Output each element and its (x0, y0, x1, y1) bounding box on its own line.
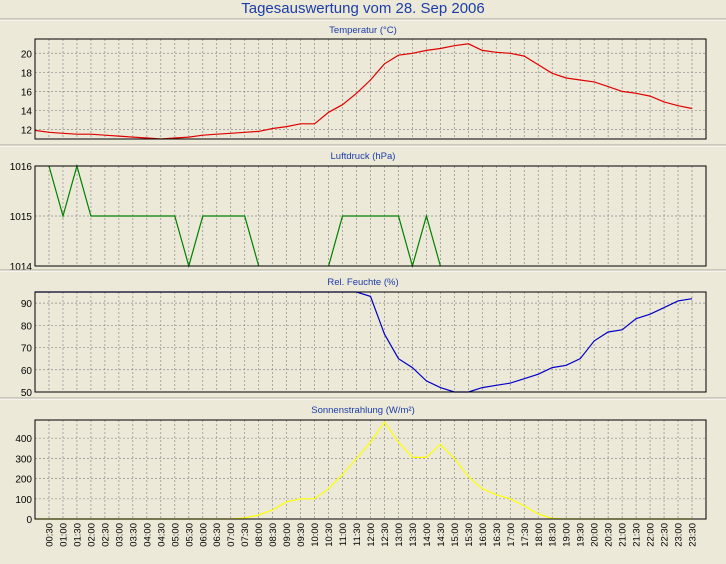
x-tick-label: 20:00 (590, 523, 601, 547)
x-tick-label: 13:30 (408, 523, 419, 547)
x-tick-label: 16:00 (478, 523, 489, 547)
plot-area (34, 38, 707, 140)
chart-panel-1: Temperatur (°C) 12 14 16 18 20 (0, 18, 726, 140)
y-tick-label: 12 (21, 125, 33, 136)
x-tick-label: 06:00 (198, 523, 209, 547)
x-tick-label: 10:30 (324, 523, 335, 547)
x-tick-label: 11:30 (352, 523, 363, 546)
y-tick-label: 1016 (10, 162, 33, 173)
x-tick-label: 19:30 (576, 523, 587, 547)
x-tick-label: 17:00 (506, 523, 517, 547)
x-tick-label: 02:00 (86, 523, 97, 547)
x-tick-label: 04:00 (142, 523, 153, 547)
x-tick-label: 16:30 (492, 523, 503, 547)
x-tick-label: 21:00 (618, 523, 629, 547)
x-tick-label: 08:30 (268, 523, 279, 547)
x-tick-label: 14:00 (422, 523, 433, 547)
y-tick-label: 1014 (10, 262, 33, 273)
series-line (34, 43, 693, 140)
y-tick-label: 100 (15, 495, 32, 506)
y-tick-label: 50 (21, 388, 33, 399)
x-tick-label: 03:00 (114, 523, 125, 547)
x-tick-label: 05:00 (170, 523, 181, 547)
x-tick-label: 00:30 (45, 523, 56, 547)
series-line (328, 213, 441, 269)
x-tick-label: 07:00 (226, 523, 237, 547)
y-tick-label: 14 (21, 106, 33, 117)
x-tick-label: 07:30 (240, 523, 251, 547)
x-tick-label: 23:00 (674, 523, 685, 547)
y-tick-label: 80 (21, 321, 33, 332)
x-tick-label: 08:00 (254, 523, 265, 547)
x-tick-label: 03:30 (128, 523, 139, 547)
y-tick-label: 60 (21, 366, 33, 377)
plot-area (34, 419, 707, 520)
y-tick-label: 70 (21, 344, 33, 355)
x-tick-label: 21:30 (632, 523, 643, 547)
x-tick-label: 09:30 (296, 523, 307, 547)
x-tick-label: 20:30 (604, 523, 615, 547)
x-tick-label: 12:30 (380, 523, 391, 547)
chart-panel-4: Sonnenstrahlung (W/m²) 0 100 200 300 400 (0, 397, 726, 526)
chart-panel-2: Luftdruck (hPa) 1014 1015 1016 (0, 144, 726, 273)
x-tick-label: 11:00 (338, 523, 349, 546)
x-tick-label: 18:00 (534, 523, 545, 547)
plot-area (34, 165, 707, 267)
chart-title: Temperatur (°C) (329, 25, 397, 36)
y-tick-label: 200 (15, 475, 32, 486)
series-line (48, 163, 260, 269)
x-tick-label: 06:30 (212, 523, 223, 547)
x-tick-label: 01:30 (72, 523, 83, 547)
x-tick-label: 05:30 (184, 523, 195, 547)
x-tick-label: 12:00 (366, 523, 377, 547)
y-tick-label: 0 (26, 515, 32, 526)
x-tick-label: 01:00 (59, 523, 70, 547)
x-tick-label: 15:00 (450, 523, 461, 547)
y-tick-label: 20 (21, 49, 33, 60)
x-axis: 00:30 01:00 01:30 02:00 02:30 03:00 03:30 04:00… (45, 523, 699, 547)
x-tick-label: 02:30 (100, 523, 111, 547)
y-tick-label: 400 (15, 434, 32, 445)
x-tick-label: 04:30 (156, 523, 167, 547)
x-tick-label: 22:00 (646, 523, 657, 547)
series-line (35, 420, 692, 520)
x-tick-label: 22:30 (660, 523, 671, 547)
x-tick-label: 14:30 (436, 523, 447, 547)
x-tick-label: 10:00 (310, 523, 321, 547)
x-tick-label: 15:30 (464, 523, 475, 547)
x-tick-label: 19:00 (562, 523, 573, 547)
y-tick-label: 90 (21, 299, 33, 310)
y-tick-label: 16 (21, 87, 33, 98)
chart-title: Rel. Feuchte (%) (327, 277, 398, 288)
x-tick-label: 23:30 (688, 523, 699, 547)
chart-title: Luftdruck (hPa) (331, 151, 396, 162)
x-tick-label: 17:30 (520, 523, 531, 547)
series-line (35, 291, 693, 393)
page-title: Tagesauswertung vom 28. Sep 2006 (241, 0, 485, 17)
y-tick-label: 300 (15, 454, 32, 465)
x-tick-label: 13:00 (394, 523, 405, 547)
chart-title: Sonnenstrahlung (W/m²) (311, 405, 414, 416)
chart-panel-3: Rel. Feuchte (%) 50 60 70 80 90 (0, 269, 726, 399)
x-tick-label: 09:00 (282, 523, 293, 547)
plot-area (34, 291, 707, 393)
y-tick-label: 1015 (10, 212, 33, 223)
x-tick-label: 18:30 (548, 523, 559, 547)
y-tick-label: 18 (21, 68, 33, 79)
